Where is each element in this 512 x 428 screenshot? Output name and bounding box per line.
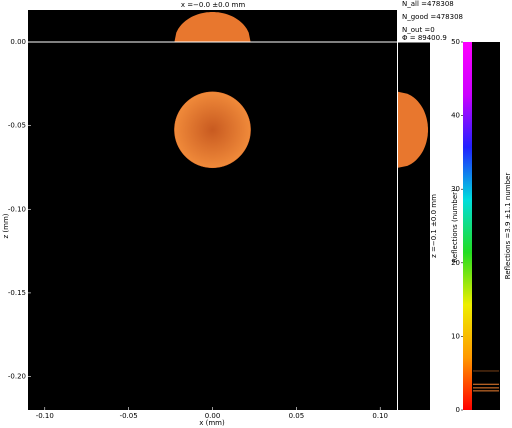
- colorbar: [463, 42, 472, 410]
- y-tick-label: -0.05: [8, 122, 26, 130]
- right-profile: [398, 91, 428, 168]
- y-tick-label: -0.15: [8, 289, 26, 297]
- x-axis-label: x (mm): [199, 419, 225, 427]
- colorbar-tick-label: 40: [451, 112, 460, 120]
- y-tick-label: 0.00: [10, 38, 26, 46]
- x-tick-label: -0.10: [36, 412, 54, 420]
- stat: N_all =478308: [402, 0, 454, 8]
- colorbar-tick-label: 30: [451, 185, 460, 193]
- chart-title: x =−0.0 ±0.0 mm: [181, 1, 245, 9]
- top-profile: [174, 12, 251, 42]
- y-tick-label: -0.10: [8, 205, 26, 213]
- x-tick-label: 0.05: [289, 412, 305, 420]
- right-title: z =−0.1 ±0.0 mm: [430, 194, 438, 258]
- stat: N_good =478308: [402, 13, 463, 21]
- x-tick-label: -0.05: [120, 412, 138, 420]
- colorbar-label: Reflections (number): [451, 189, 459, 263]
- colorbar-histogram-area: [472, 42, 500, 410]
- beam-spot: [174, 91, 251, 169]
- x-tick-label: 0.00: [205, 412, 221, 420]
- colorbar-tick-label: 0: [456, 406, 460, 414]
- y-tick-label: -0.20: [8, 373, 26, 381]
- colorbar-tick-label: 10: [451, 332, 460, 340]
- colorbar-right-label: Reflections =3.9 ±1.1 number: [504, 173, 512, 280]
- colorbar-tick-label: 50: [451, 38, 460, 46]
- stat: Φ = 89400.9: [402, 34, 447, 42]
- y-axis-label: z (mm): [2, 213, 10, 238]
- colorbar-tick-label: 20: [451, 259, 460, 267]
- x-tick-label: 0.10: [372, 412, 388, 420]
- stat: N_out =0: [402, 26, 435, 34]
